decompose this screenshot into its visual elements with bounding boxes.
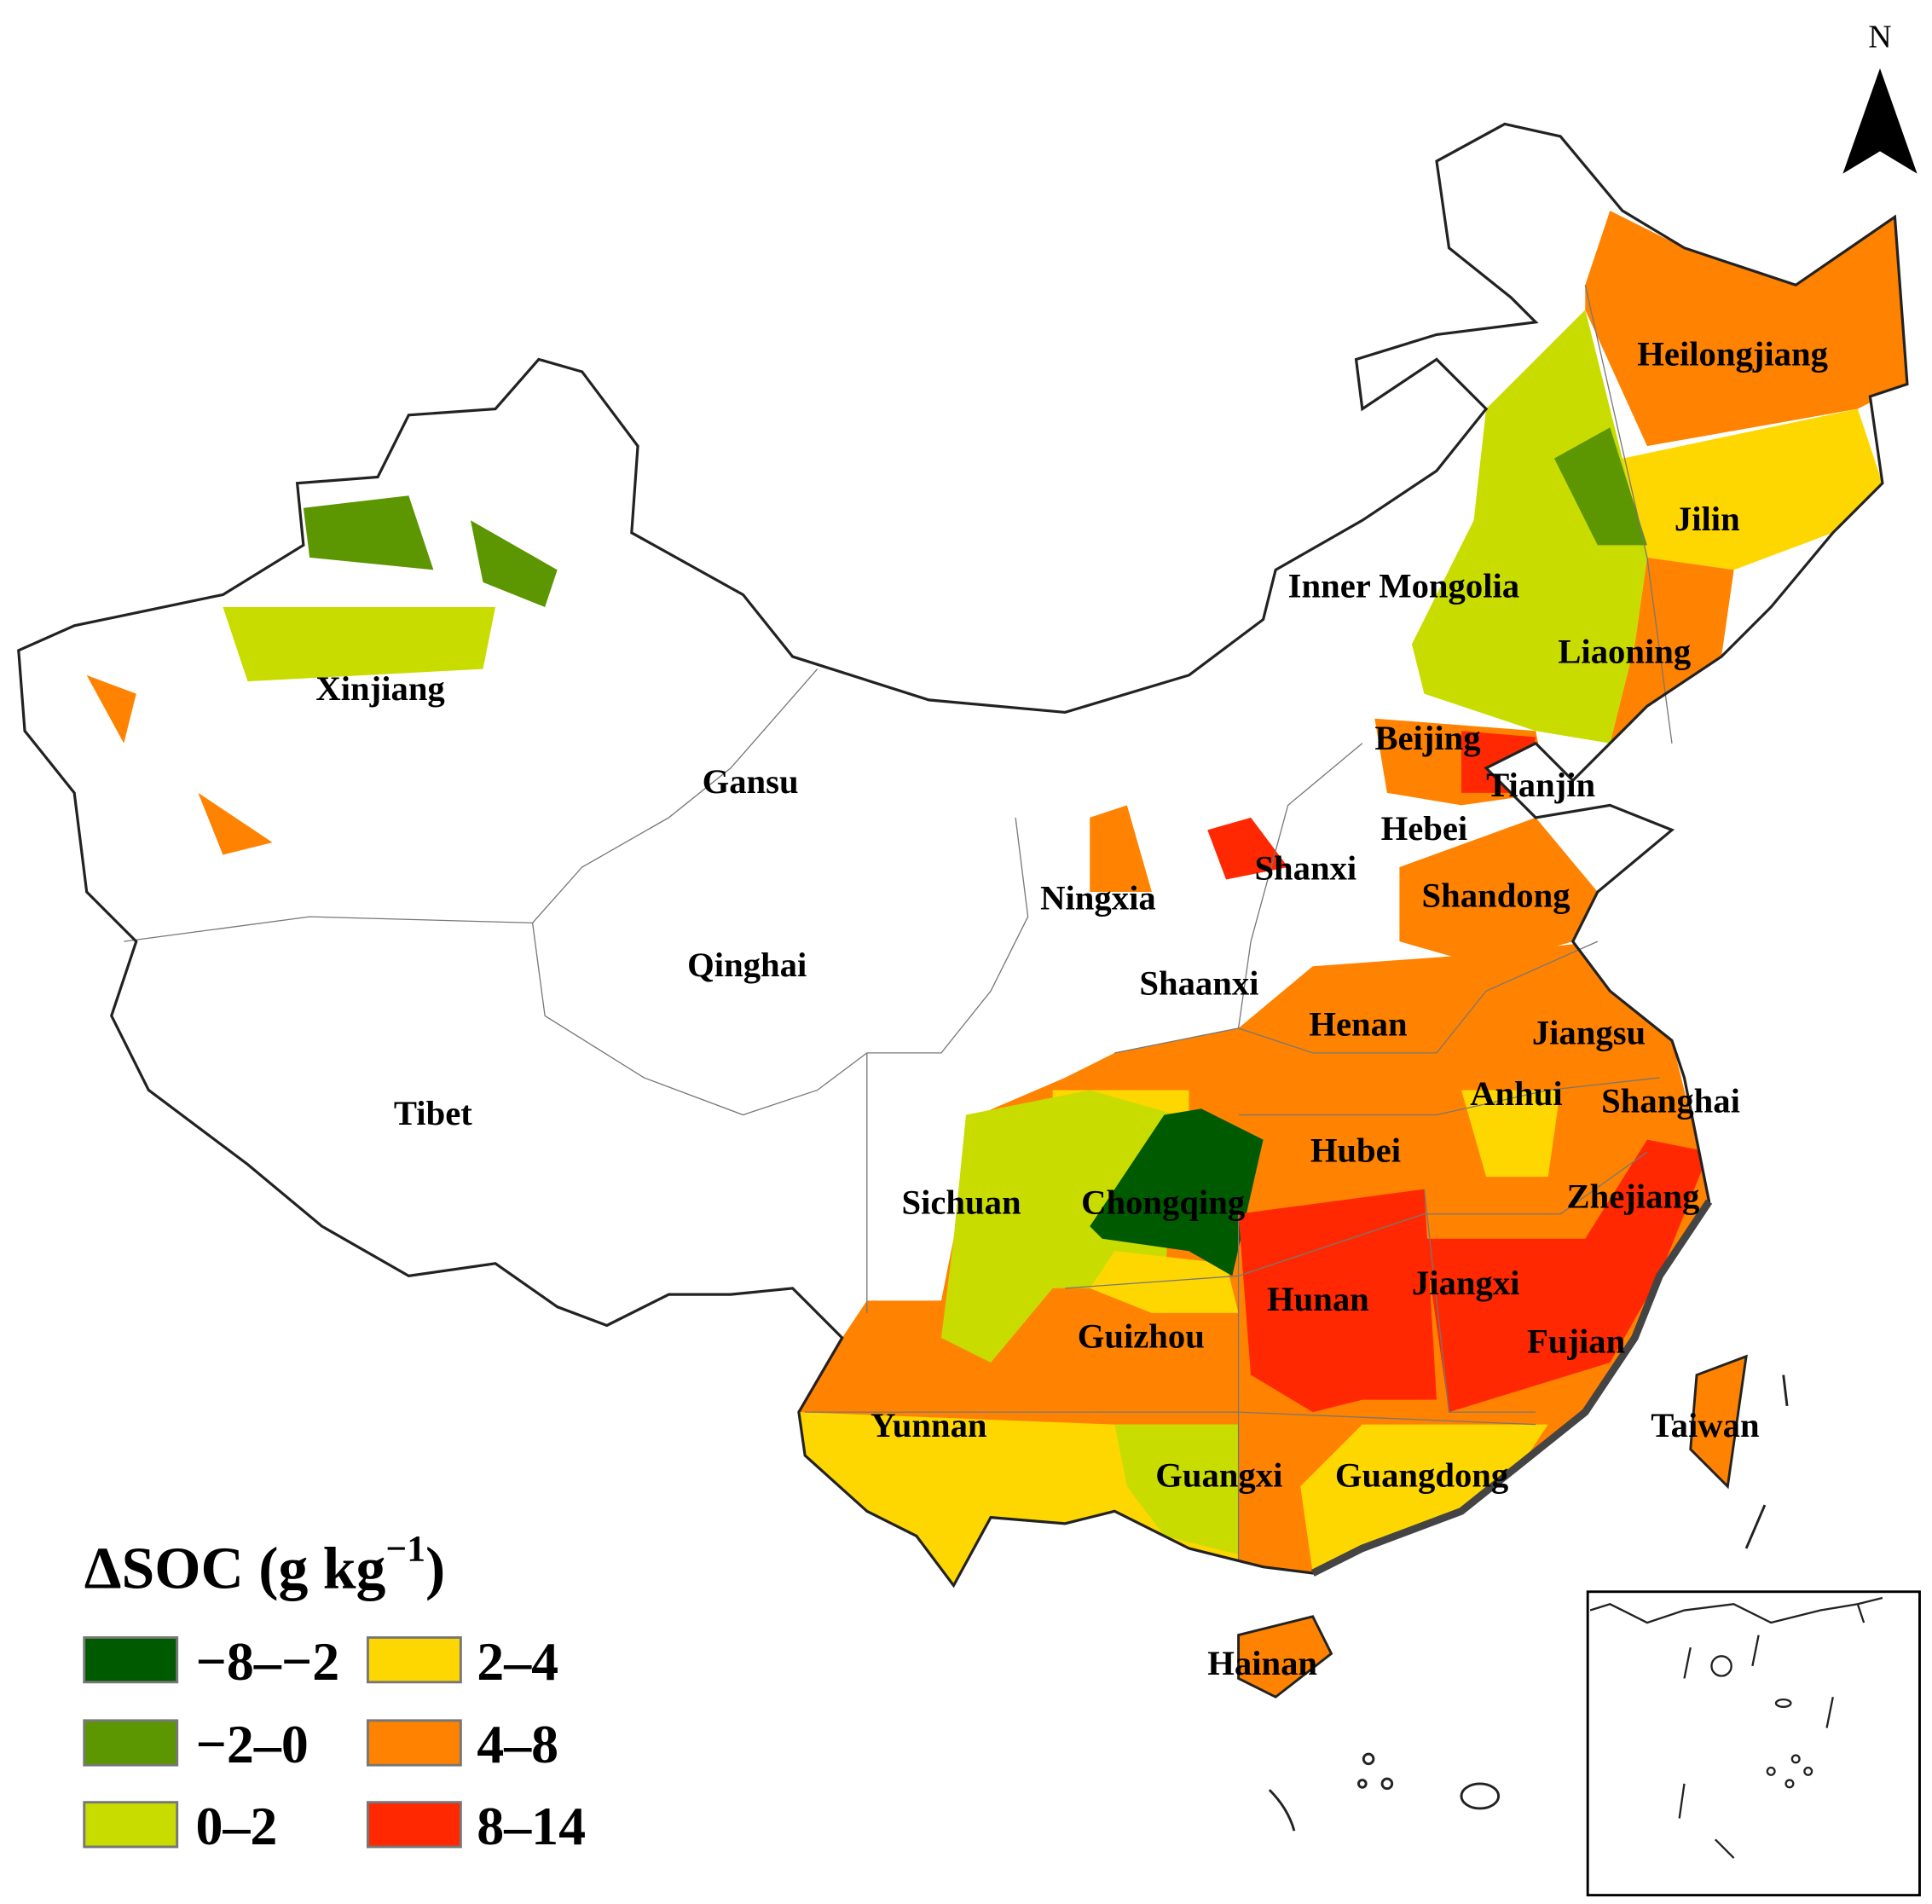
region-0-2 xyxy=(223,606,496,682)
label-tianjin: Tianjin xyxy=(1486,766,1595,804)
label-shandong: Shandong xyxy=(1422,876,1570,914)
legend-label: 8–14 xyxy=(477,1796,586,1856)
label-chongqing: Chongqing xyxy=(1081,1183,1245,1222)
legend-item: 2–4 xyxy=(366,1631,558,1692)
label-hunan: Hunan xyxy=(1267,1280,1369,1318)
legend-item: 4–8 xyxy=(366,1714,558,1774)
region-0-2 xyxy=(940,1090,1177,1363)
label-gansu: Gansu xyxy=(703,762,799,801)
legend-item: −2–0 xyxy=(83,1714,309,1774)
label-hebei: Hebei xyxy=(1381,809,1468,848)
taiwan-island xyxy=(1689,1354,1748,1490)
region-8-14 xyxy=(1424,1139,1709,1413)
legend-label: 0–2 xyxy=(196,1796,278,1856)
label-jiangsu: Jiangsu xyxy=(1532,1014,1646,1052)
country-outline xyxy=(17,122,1909,1589)
label-tibet: Tibet xyxy=(394,1094,472,1132)
legend-label: 2–4 xyxy=(477,1631,558,1692)
region-neg2-0 xyxy=(470,520,558,607)
region-4-8 xyxy=(1610,557,1734,744)
hainan-island xyxy=(1237,1615,1333,1699)
label-ningxia: Ningxia xyxy=(1040,878,1156,917)
label-hubei: Hubei xyxy=(1310,1131,1401,1170)
label-hainan: Hainan xyxy=(1207,1644,1317,1682)
legend-item: 0–2 xyxy=(83,1796,278,1856)
region-2-4 xyxy=(1090,1251,1239,1313)
region-4-8 xyxy=(198,792,273,855)
label-beijing: Beijing xyxy=(1374,719,1480,757)
label-liaoning: Liaoning xyxy=(1558,632,1691,670)
legend-item: 8–14 xyxy=(366,1796,586,1856)
label-shanxi: Shanxi xyxy=(1254,849,1356,888)
label-qinghai: Qinghai xyxy=(687,946,807,984)
label-sichuan: Sichuan xyxy=(901,1183,1021,1222)
inset-map xyxy=(1586,1590,1921,1897)
label-zhejiang: Zhejiang xyxy=(1566,1177,1699,1215)
region-neg2-0 xyxy=(303,495,434,570)
legend-label: −8–−2 xyxy=(196,1631,340,1692)
label-henan: Henan xyxy=(1309,1005,1407,1044)
region-neg8-neg2 xyxy=(1090,1108,1264,1276)
legend: ΔSOC (g kg−1) −8–−2 −2–0 0–2 2–4 4–8 8–1… xyxy=(83,1528,586,1856)
north-arrow-icon xyxy=(1842,68,1918,174)
label-shanghai: Shanghai xyxy=(1601,1082,1740,1120)
region-8-14 xyxy=(1207,817,1288,880)
north-label: N xyxy=(1868,19,1891,55)
region-4-8 xyxy=(86,674,136,744)
region-0-2 xyxy=(1114,1424,1239,1555)
label-shaanxi: Shaanxi xyxy=(1139,964,1258,1003)
label-anhui: Anhui xyxy=(1470,1074,1563,1113)
region-2-4 xyxy=(1461,1090,1561,1178)
province-boundaries xyxy=(124,285,1673,1561)
region-4-8 xyxy=(1399,817,1598,967)
label-taiwan: Taiwan xyxy=(1651,1406,1759,1444)
region-2-4 xyxy=(1622,408,1883,570)
south-sea-islands xyxy=(1268,1374,1789,1832)
north-arrow: N xyxy=(1842,19,1918,174)
coastline xyxy=(1310,1199,1713,1577)
region-2-4 xyxy=(1300,1424,1548,1573)
legend-label: −2–0 xyxy=(196,1714,309,1774)
label-jiangxi: Jiangxi xyxy=(1412,1264,1520,1302)
label-xinjiang: Xinjiang xyxy=(315,669,444,708)
label-inner-mongolia: Inner Mongolia xyxy=(1288,566,1519,605)
label-heilongjiang: Heilongjiang xyxy=(1637,335,1828,373)
region-4-8 xyxy=(1585,211,1907,447)
label-fujian: Fujian xyxy=(1527,1322,1625,1360)
label-jilin: Jilin xyxy=(1675,500,1740,538)
legend-title: ΔSOC (g kg−1) xyxy=(84,1528,445,1601)
soc-raster xyxy=(86,211,1907,1586)
label-yunnan: Yunnan xyxy=(871,1406,986,1444)
legend-item: −8–−2 xyxy=(83,1631,340,1692)
label-guizhou: Guizhou xyxy=(1078,1317,1205,1356)
region-neg2-0 xyxy=(1553,427,1647,546)
region-4-8 xyxy=(1090,805,1152,893)
label-guangdong: Guangdong xyxy=(1335,1455,1508,1494)
legend-label: 4–8 xyxy=(477,1714,558,1774)
label-guangxi: Guangxi xyxy=(1155,1455,1282,1494)
province-labels: Heilongjiang Jilin Inner Mongolia Liaoni… xyxy=(315,335,1828,1682)
region-8-14 xyxy=(1238,1189,1437,1413)
region-0-2 xyxy=(1411,310,1647,744)
